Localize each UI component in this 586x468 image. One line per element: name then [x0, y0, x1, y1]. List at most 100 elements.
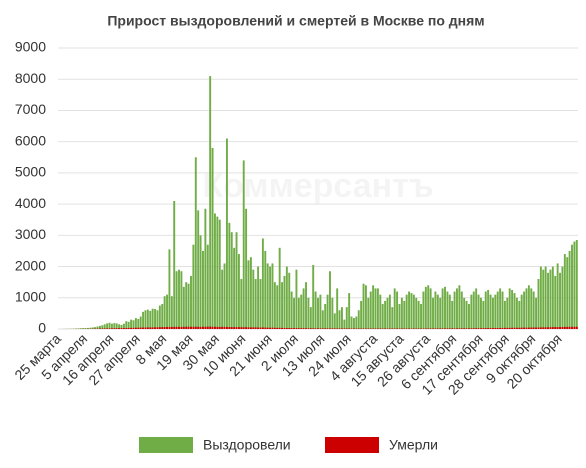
bar — [506, 327, 509, 329]
bar — [475, 328, 478, 329]
bar — [561, 266, 564, 329]
bar — [513, 293, 516, 329]
bar — [110, 323, 113, 329]
bar — [190, 326, 192, 329]
bar — [170, 326, 173, 329]
bar — [273, 282, 276, 329]
bar — [314, 328, 317, 329]
bar — [202, 250, 204, 329]
bar — [333, 313, 336, 329]
bar — [326, 294, 329, 329]
bar — [568, 326, 571, 329]
bar — [285, 328, 288, 329]
bar — [314, 291, 317, 329]
bar — [434, 291, 437, 329]
bar — [556, 263, 559, 329]
bar — [338, 328, 341, 329]
bar — [551, 266, 554, 329]
bar — [110, 328, 113, 329]
bar — [513, 327, 516, 329]
bar — [372, 285, 375, 329]
bar — [204, 326, 207, 329]
bar — [108, 328, 111, 329]
bar — [487, 289, 490, 329]
bar — [144, 310, 147, 329]
bar — [520, 327, 523, 329]
bar — [456, 328, 458, 329]
bar — [163, 296, 166, 329]
bar — [532, 291, 535, 329]
bar — [369, 291, 372, 329]
bar — [125, 321, 128, 329]
bar — [271, 263, 274, 329]
bar — [451, 300, 454, 329]
bar — [290, 328, 293, 329]
bar — [149, 327, 152, 329]
bar — [563, 326, 566, 329]
bar — [187, 326, 190, 329]
bar — [302, 288, 305, 329]
bar — [374, 288, 377, 329]
bar — [463, 328, 466, 329]
bar — [458, 328, 461, 329]
bar — [214, 213, 216, 329]
bar — [520, 294, 523, 329]
bar — [436, 294, 439, 329]
bar — [182, 326, 185, 329]
bar — [499, 328, 502, 329]
bar — [415, 297, 418, 329]
bar — [237, 254, 240, 329]
bar — [331, 297, 334, 329]
bar — [89, 327, 92, 329]
bar — [333, 328, 336, 329]
bar — [324, 304, 327, 329]
bar — [376, 288, 379, 329]
bar — [127, 321, 130, 329]
bar — [364, 285, 367, 329]
bar — [161, 304, 164, 329]
bar — [173, 326, 176, 329]
bar — [410, 293, 413, 329]
bar — [240, 279, 243, 329]
bar — [479, 328, 482, 329]
bar — [237, 327, 240, 329]
y-tick-label: 5000 — [15, 164, 46, 180]
bar — [194, 326, 197, 329]
bar — [230, 232, 233, 329]
bar — [405, 294, 408, 329]
bar — [503, 327, 506, 329]
bar — [130, 327, 133, 329]
bar — [384, 300, 387, 329]
bar — [523, 327, 526, 329]
bar — [573, 241, 576, 329]
bar — [554, 275, 557, 329]
bar — [312, 264, 315, 329]
bar — [257, 327, 260, 329]
bar — [86, 327, 89, 329]
bar — [518, 327, 521, 329]
bar — [535, 297, 538, 329]
bar — [446, 291, 449, 329]
bar — [475, 288, 478, 329]
bar — [444, 328, 446, 329]
bar — [427, 285, 430, 329]
bar — [245, 327, 248, 329]
bar — [146, 327, 149, 329]
bar — [211, 326, 214, 329]
bar — [235, 327, 238, 329]
bar — [508, 288, 511, 329]
bar — [472, 291, 475, 329]
bar — [393, 288, 396, 329]
bar — [525, 327, 528, 329]
bar — [106, 323, 109, 329]
bar — [204, 208, 207, 329]
bar — [223, 263, 226, 329]
bar — [113, 323, 116, 329]
bar — [288, 328, 291, 329]
bar — [180, 326, 183, 329]
bar — [252, 327, 255, 329]
bar — [190, 275, 192, 329]
bar — [468, 304, 470, 329]
bar — [170, 296, 173, 329]
bar — [571, 326, 573, 329]
